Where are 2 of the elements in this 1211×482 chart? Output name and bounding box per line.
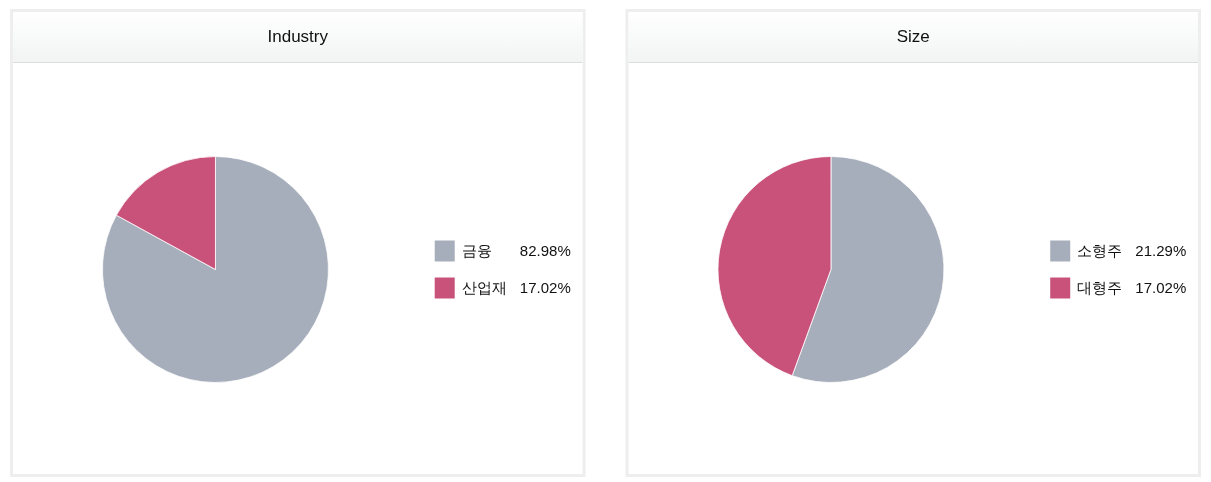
title: Industry [267, 26, 328, 46]
title: Size [896, 26, 930, 46]
